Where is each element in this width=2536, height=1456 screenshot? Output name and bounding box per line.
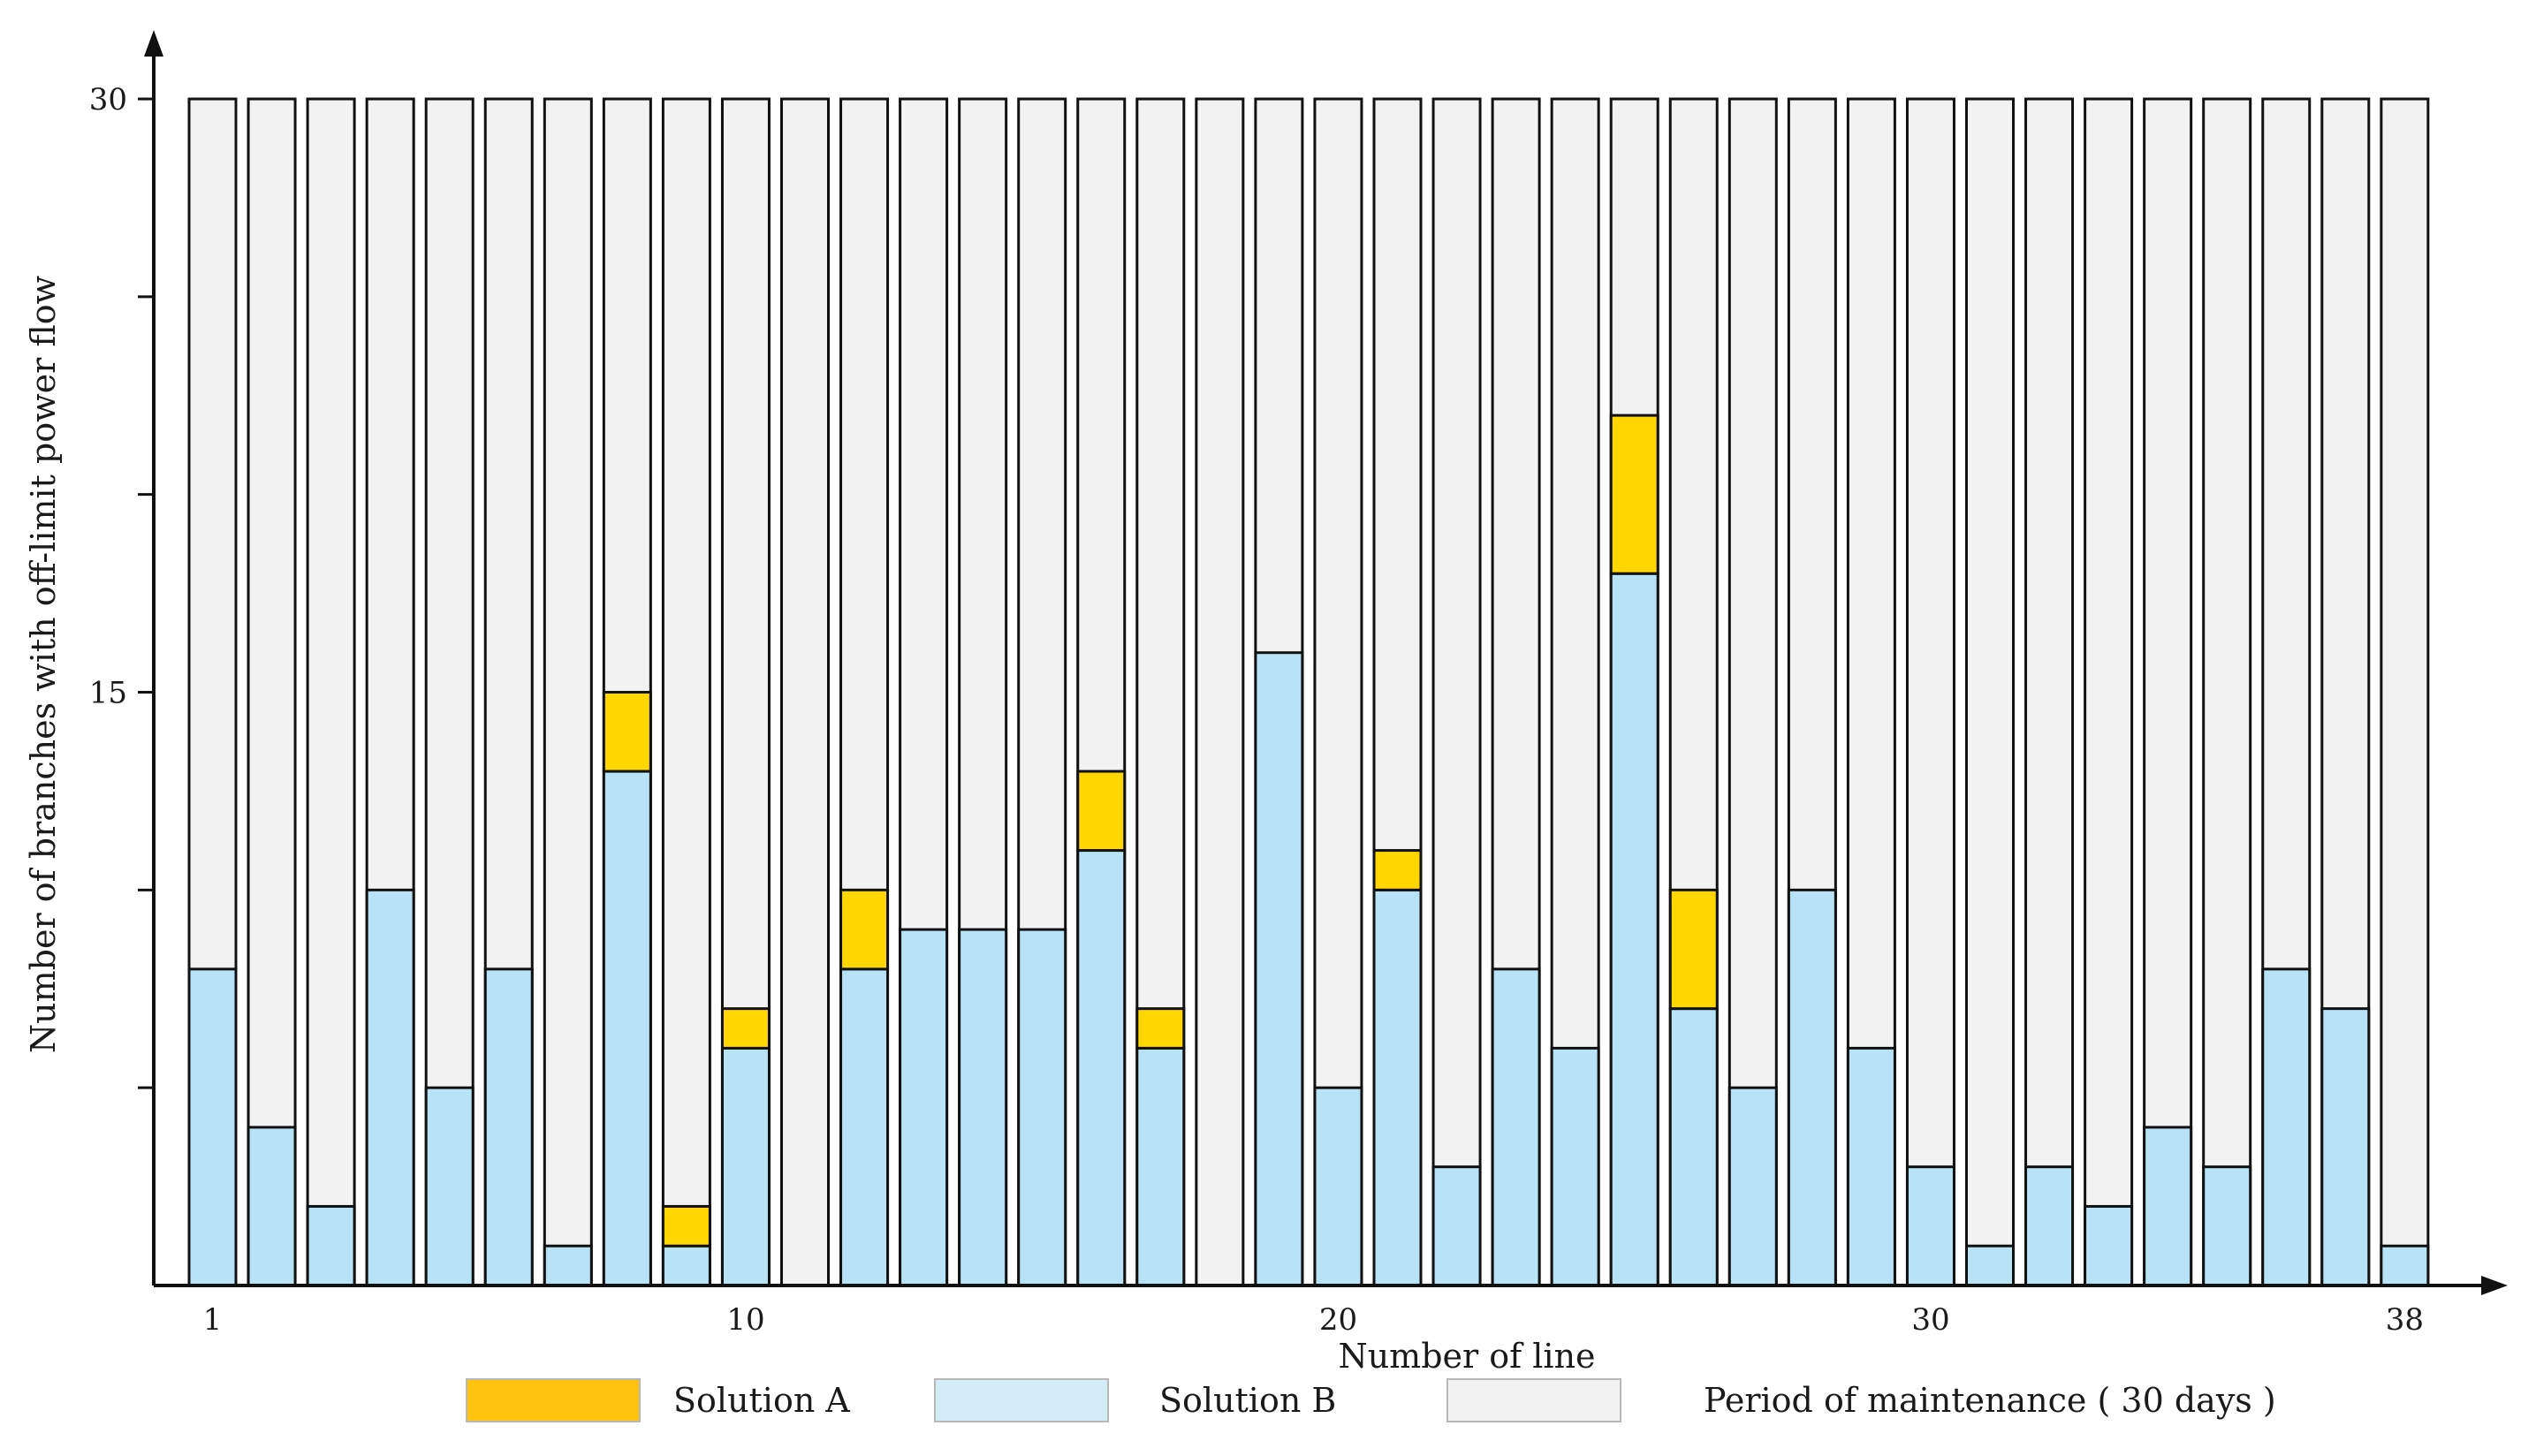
bar-maintenance-line-7 (543, 97, 593, 1287)
bar-solution-b-line-4 (365, 888, 415, 1287)
legend-swatch-1 (466, 1378, 641, 1422)
bar-solution-b-line-22 (1431, 1165, 1482, 1287)
bar-solution-b-line-28 (1787, 888, 1837, 1287)
bar-solution-b-line-14 (958, 928, 1008, 1287)
bar-solution-b-line-24 (1550, 1046, 1600, 1287)
bar-solution-a-line-8 (602, 691, 652, 773)
x-tick-label-30: 30 (1911, 1302, 1949, 1338)
y-axis-title: Number of branches with off-limit power … (24, 275, 63, 1053)
bar-solution-b-line-26 (1668, 1007, 1719, 1287)
bar-solution-b-line-37 (2320, 1007, 2371, 1287)
y-axis-arrow (144, 30, 163, 57)
bar-maintenance-line-32 (2024, 97, 2075, 1287)
bar-maintenance-line-30 (1905, 97, 1955, 1287)
legend-label-2: Solution B (1159, 1381, 1336, 1420)
bar-solution-b-line-19 (1254, 651, 1304, 1287)
legend-label-1: Solution A (673, 1381, 850, 1420)
bar-solution-a-line-9 (661, 1204, 711, 1247)
bar-solution-b-line-32 (2024, 1165, 2075, 1287)
bar-solution-b-line-21 (1372, 888, 1423, 1287)
y-tick-label-15: 15 (89, 676, 127, 711)
bar-solution-a-line-17 (1135, 1007, 1186, 1050)
bar-solution-a-line-25 (1609, 413, 1659, 575)
bar-solution-a-line-12 (839, 888, 890, 971)
bar-solution-b-line-16 (1076, 849, 1127, 1287)
bar-solution-b-line-8 (602, 770, 652, 1287)
bar-solution-b-line-7 (543, 1244, 593, 1287)
bar-solution-b-line-36 (2261, 967, 2312, 1287)
x-tick-label-1: 1 (203, 1302, 223, 1338)
bar-solution-b-line-23 (1491, 967, 1541, 1287)
bar-solution-a-line-10 (720, 1007, 771, 1050)
y-tick-label-30: 30 (89, 82, 127, 118)
bar-maintenance-line-22 (1431, 97, 1482, 1287)
bar-solution-b-line-20 (1313, 1086, 1363, 1287)
x-tick-label-20: 20 (1319, 1302, 1357, 1338)
bar-solution-b-line-12 (839, 967, 890, 1287)
bar-solution-a-line-21 (1372, 849, 1423, 891)
bar-solution-b-line-34 (2143, 1126, 2193, 1287)
legend-label-3: Period of maintenance ( 30 days ) (1704, 1381, 2276, 1420)
bar-solution-b-line-30 (1905, 1165, 1955, 1287)
bar-solution-b-line-31 (1965, 1244, 2015, 1287)
bar-solution-b-line-15 (1017, 928, 1067, 1287)
bar-maintenance-line-31 (1965, 97, 2015, 1287)
bar-solution-b-line-33 (2084, 1204, 2134, 1287)
x-tick-label-10: 10 (726, 1302, 764, 1338)
bar-solution-a-line-26 (1668, 888, 1719, 1011)
bar-solution-b-line-9 (661, 1244, 711, 1287)
bar-solution-b-line-25 (1609, 572, 1659, 1287)
bar-maintenance-line-9 (661, 97, 711, 1287)
bar-solution-b-line-6 (483, 967, 534, 1287)
bar-solution-b-line-38 (2380, 1244, 2430, 1287)
bar-maintenance-line-3 (306, 97, 356, 1287)
bar-solution-b-line-13 (899, 928, 949, 1287)
x-axis-arrow (2481, 1276, 2508, 1295)
bar-solution-a-line-16 (1076, 770, 1127, 853)
legend: Solution A Solution B Period of maintenanc… (466, 1378, 2276, 1422)
bars-group (187, 97, 2430, 1287)
bar-solution-b-line-1 (187, 967, 238, 1287)
bar-solution-b-line-10 (720, 1046, 771, 1287)
bar-maintenance-line-11 (780, 97, 830, 1287)
bar-maintenance-line-38 (2380, 97, 2430, 1287)
axes-group (144, 30, 2508, 1295)
bar-maintenance-line-33 (2084, 97, 2134, 1287)
bar-solution-b-line-2 (247, 1126, 297, 1287)
legend-swatch-2 (934, 1378, 1109, 1422)
bar-solution-b-line-5 (424, 1086, 475, 1287)
bar-maintenance-line-35 (2202, 97, 2252, 1287)
bar-solution-b-line-29 (1846, 1046, 1896, 1287)
bar-maintenance-line-2 (247, 97, 297, 1287)
ticks-group: 15 30 1 10 20 30 38 (89, 82, 2424, 1338)
x-axis-title: Number of line (1338, 1337, 1595, 1376)
bar-solution-b-line-27 (1727, 1086, 1778, 1287)
x-tick-label-38: 38 (2386, 1302, 2424, 1338)
bar-solution-b-line-3 (306, 1204, 356, 1287)
bar-solution-b-line-17 (1135, 1046, 1186, 1287)
bar-solution-b-line-35 (2202, 1165, 2252, 1287)
legend-swatch-3 (1446, 1378, 1621, 1422)
bar-maintenance-line-34 (2143, 97, 2193, 1287)
bar-maintenance-line-18 (1195, 97, 1245, 1287)
